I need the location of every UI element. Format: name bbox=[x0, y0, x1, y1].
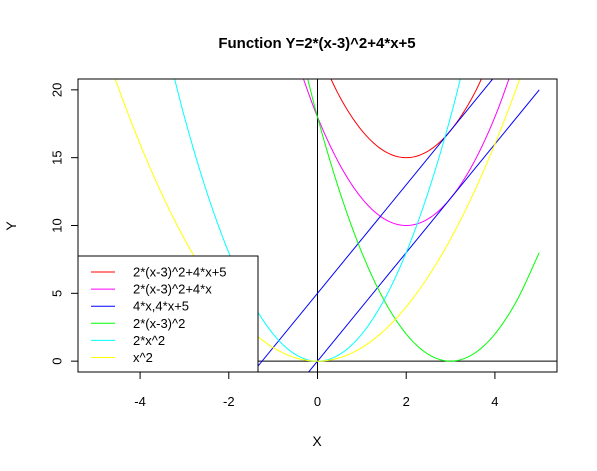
x-tick-label: 4 bbox=[491, 394, 498, 409]
y-tick-label: 20 bbox=[50, 83, 65, 97]
legend-entry: 4*x,4*x+5 bbox=[133, 299, 189, 314]
y-tick-label: 10 bbox=[50, 218, 65, 232]
legend-box bbox=[77, 255, 259, 373]
axes: -4 -2 0 2 4 0 5 10 15 20 bbox=[50, 83, 499, 409]
series-line-7 bbox=[114, 79, 521, 362]
y-tick-label: 5 bbox=[50, 290, 65, 297]
y-axis-label: Y bbox=[3, 221, 19, 231]
x-tick-label: -4 bbox=[134, 394, 146, 409]
x-axis-label: X bbox=[312, 433, 322, 449]
legend-entry: 2*(x-3)^2+4*x+5 bbox=[133, 265, 227, 280]
y-tick-label: 0 bbox=[50, 358, 65, 365]
x-tick-label: -2 bbox=[223, 394, 235, 409]
x-tick-label: 2 bbox=[403, 394, 410, 409]
chart-title: Function Y=2*(x-3)^2+4*x+5 bbox=[218, 35, 415, 52]
series-lines bbox=[114, 79, 540, 372]
y-tick-label: 15 bbox=[50, 150, 65, 164]
legend-entry: 2*(x-3)^2 bbox=[133, 316, 185, 331]
series-line-1 bbox=[330, 79, 482, 159]
legend-entry: 2*(x-3)^2+4*x bbox=[133, 282, 212, 297]
legend-entry: 2*x^2 bbox=[133, 333, 165, 348]
legend-entry: x^2 bbox=[133, 350, 153, 365]
plot-frame bbox=[77, 78, 558, 373]
series-line-5 bbox=[307, 79, 540, 362]
legend: 2*(x-3)^2+4*x+5 2*(x-3)^2+4*x 4*x,4*x+5 2*(… bbox=[77, 255, 259, 373]
series-line-4 bbox=[307, 89, 540, 372]
x-tick-label: 0 bbox=[314, 394, 321, 409]
series-line-3 bbox=[252, 79, 494, 372]
series-line-2 bbox=[302, 79, 510, 227]
